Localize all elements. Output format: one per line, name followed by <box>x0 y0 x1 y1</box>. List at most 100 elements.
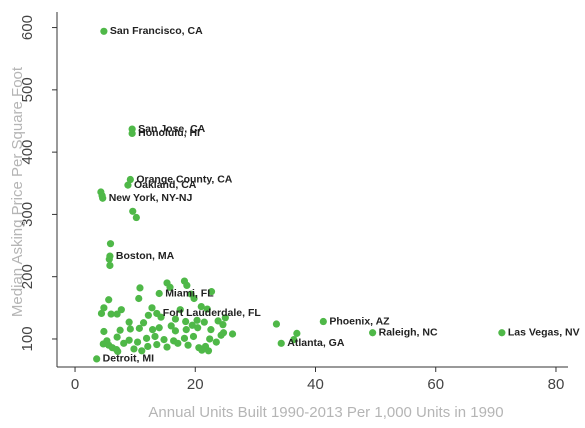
x-tick-label: 80 <box>548 376 565 393</box>
labeled-data-point <box>369 329 377 337</box>
point-label: Phoenix, AZ <box>329 315 390 327</box>
data-point <box>197 302 205 311</box>
data-point <box>180 334 189 342</box>
data-point <box>219 321 227 329</box>
labeled-data-point <box>106 252 114 260</box>
y-axis-ticks: 100 200 300 400 500 600 <box>19 15 57 351</box>
point-label: Fort Lauderdale, FL <box>163 307 262 319</box>
labeled-data-point <box>99 194 107 202</box>
data-point <box>126 325 134 333</box>
data-point <box>163 343 171 351</box>
data-point <box>133 338 142 346</box>
data-point <box>144 342 152 351</box>
data-point <box>138 347 146 355</box>
data-point <box>204 347 213 355</box>
data-point <box>148 326 157 334</box>
point-label: Detroit, MI <box>103 353 154 365</box>
labeled-data-point <box>155 289 163 298</box>
data-point <box>228 330 237 338</box>
data-point <box>148 304 156 312</box>
data-point <box>125 336 133 344</box>
plot-area: 100 200 300 400 500 600 0 20 40 60 80 San Francis… <box>19 12 580 393</box>
data-point <box>136 284 144 292</box>
x-axis-ticks: 0 20 40 60 80 <box>71 367 564 393</box>
labeled-data-point <box>128 129 136 138</box>
data-point <box>153 340 161 349</box>
y-tick-label: 100 <box>19 326 36 351</box>
data-points <box>93 27 506 363</box>
data-point <box>203 305 211 313</box>
data-point <box>116 326 124 334</box>
x-tick-label: 0 <box>71 376 79 393</box>
data-point <box>142 334 151 342</box>
point-label: Orange County, CA <box>136 173 232 185</box>
point-label: Honolulu, HI <box>138 127 200 139</box>
data-point <box>182 317 190 326</box>
x-tick-label: 60 <box>427 376 444 393</box>
data-point <box>183 281 191 290</box>
point-label: San Jose, CA <box>138 123 206 135</box>
data-point <box>166 283 174 291</box>
data-point <box>194 324 202 332</box>
data-point <box>182 326 190 334</box>
x-tick-label: 20 <box>187 376 204 393</box>
data-point <box>190 294 198 303</box>
data-point <box>272 320 281 328</box>
data-point <box>99 340 107 348</box>
labeled-data-point <box>319 317 327 326</box>
y-tick-label: 600 <box>19 15 36 40</box>
data-point <box>171 315 180 323</box>
point-label: Boston, MA <box>116 250 175 262</box>
data-point <box>100 327 108 336</box>
data-point <box>174 339 182 347</box>
point-label: Raleigh, NC <box>379 327 438 339</box>
data-point <box>193 316 201 324</box>
data-point <box>144 311 152 319</box>
data-point <box>132 213 140 222</box>
data-point <box>167 322 175 330</box>
point-label: Oakland, CA <box>134 179 197 191</box>
point-label: Las Vegas, NV <box>508 327 580 339</box>
data-point <box>129 207 137 215</box>
data-point <box>293 329 301 337</box>
data-point <box>198 346 206 354</box>
data-point <box>135 294 143 303</box>
data-point <box>113 310 121 318</box>
x-tick-label: 40 <box>307 376 324 393</box>
labeled-data-point <box>498 329 506 337</box>
labeled-data-point <box>153 309 161 318</box>
data-point <box>105 296 113 304</box>
y-axis-title: Median Asking Price Per Square Foot <box>9 66 26 317</box>
data-point <box>107 310 115 318</box>
data-point <box>207 288 216 296</box>
data-point <box>200 318 208 326</box>
data-point <box>290 335 298 344</box>
data-point <box>206 335 214 343</box>
labeled-data-point <box>277 339 285 347</box>
data-point <box>207 326 215 334</box>
y-tick-label: 300 <box>19 202 36 227</box>
data-point <box>217 331 225 339</box>
data-point <box>155 324 163 332</box>
data-point <box>106 261 114 270</box>
labeled-data-point <box>126 175 134 184</box>
data-point <box>106 240 115 248</box>
y-tick-label: 200 <box>19 264 36 289</box>
data-point <box>120 339 128 347</box>
data-point <box>188 321 196 329</box>
y-tick-label: 500 <box>19 77 36 102</box>
data-point <box>100 304 108 312</box>
labeled-data-point <box>124 181 132 189</box>
y-tick-label: 400 <box>19 140 36 165</box>
data-point <box>184 341 192 349</box>
data-point <box>97 309 106 318</box>
data-point <box>176 306 184 314</box>
labeled-data-point <box>93 355 101 363</box>
data-point <box>171 327 180 335</box>
data-point <box>135 324 143 332</box>
data-point <box>151 332 159 341</box>
data-point <box>139 319 148 327</box>
data-point <box>160 335 168 344</box>
